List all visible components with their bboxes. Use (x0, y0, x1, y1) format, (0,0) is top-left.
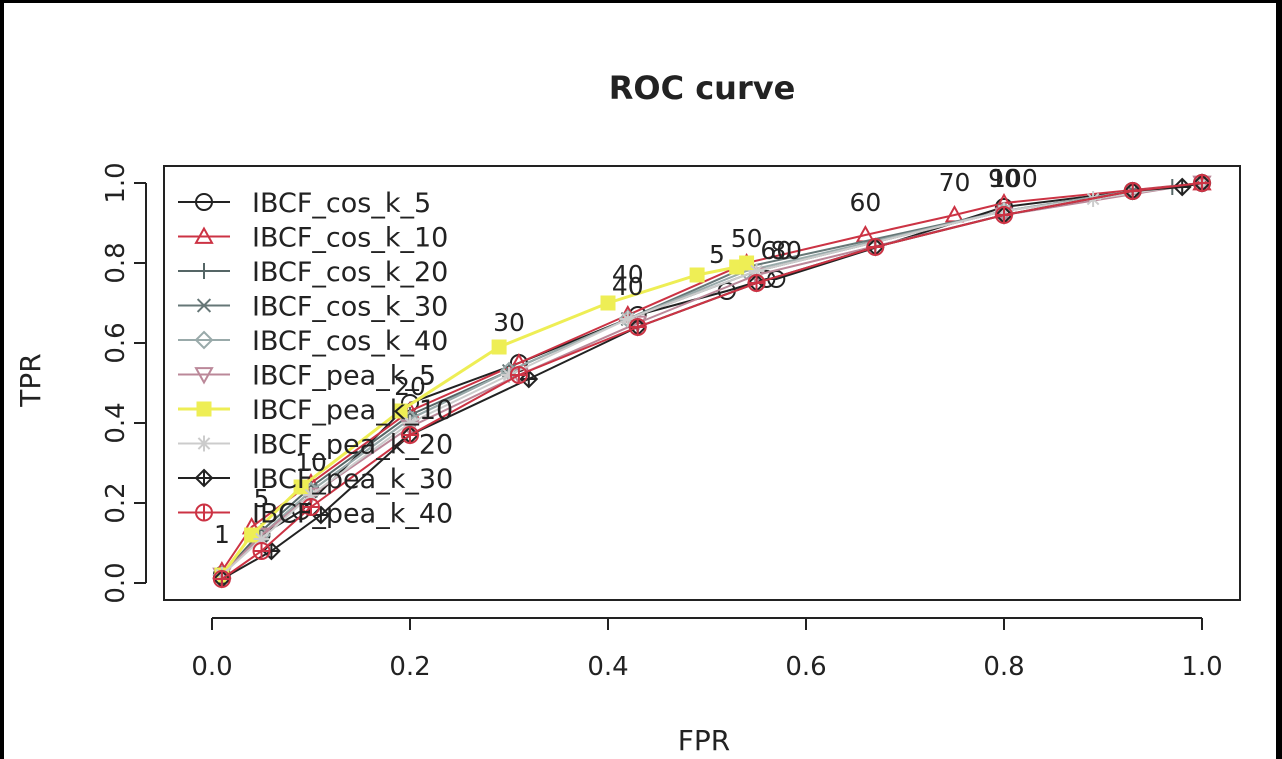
data-point-ibcf-pea-k-40-cross (867, 239, 884, 255)
point-label: 60 (849, 188, 881, 217)
y-tick-label: 0.0 (101, 562, 131, 603)
legend-marker-ibcf-cos-k-40 (194, 330, 214, 350)
data-point-ibcf-pea-k-40-cross (1124, 183, 1141, 199)
legend-entry-ibcf-pea-k-40: IBCF_pea_k_40 (178, 499, 453, 530)
data-point-ibcf-pea-k-40-cross (748, 275, 765, 291)
data-point-ibcf-pea-k-20 (619, 311, 636, 327)
x-tick-label: 0.0 (191, 652, 232, 682)
x-tick-label: 0.4 (587, 652, 628, 682)
y-axis-label: TPR (14, 353, 47, 407)
data-point-ibcf-pea-k-40-cross (510, 367, 527, 383)
point-label: 60 (760, 236, 792, 265)
legend-marker-ibcf-cos-k-10 (194, 226, 214, 244)
x-tick-label: 0.8 (983, 652, 1024, 682)
legend-label-ibcf-pea-k-30: IBCF_pea_k_30 (252, 464, 453, 495)
legend-label-ibcf-pea-k-5: IBCF_pea_k_5 (252, 361, 436, 392)
legend-marker-ibcf-pea-k-40-cross (196, 504, 212, 521)
point-label: 5 (709, 240, 725, 269)
legend-entry-ibcf-pea-k-10: IBCF_pea_k_10 (178, 395, 453, 426)
x-tick-label: 0.6 (785, 652, 826, 682)
data-point-ibcf-pea-k-40-cross (303, 499, 319, 515)
data-point-ibcf-pea-k-40-cross (253, 543, 270, 559)
legend-label-ibcf-cos-k-30: IBCF_cos_k_30 (252, 292, 448, 323)
series-layer (212, 172, 1212, 589)
point-label: 100 (990, 164, 1038, 193)
point-label: 50 (731, 224, 763, 253)
data-point-ibcf-pea-k-40-cross (213, 571, 230, 587)
point-label: 90 (988, 164, 1020, 193)
x-tick-label: 1.0 (1181, 652, 1222, 682)
series-ibcf-pea-k-40 (212, 174, 1211, 588)
legend-entry-ibcf-cos-k-20: IBCF_cos_k_20 (178, 257, 448, 288)
point-label: 30 (493, 308, 525, 337)
point-label: 1 (214, 520, 230, 549)
legend-entry-ibcf-pea-k-20: IBCF_pea_k_20 (178, 430, 453, 461)
legend-entry-ibcf-cos-k-10: IBCF_cos_k_10 (178, 223, 448, 254)
chart-title: ROC curve (609, 69, 796, 107)
point-label: 70 (939, 168, 971, 197)
plot-area-frame (163, 165, 1241, 601)
legend-label-ibcf-pea-k-10: IBCF_pea_k_10 (252, 395, 453, 426)
data-point-ibcf-pea-k-40-cross (996, 207, 1012, 223)
y-tick-label: 1.0 (101, 162, 131, 203)
data-point-ibcf-pea-k-10 (739, 255, 755, 271)
legend-marker-ibcf-cos-k-20 (196, 263, 212, 279)
data-point-ibcf-pea-k-30 (1172, 177, 1192, 197)
data-point-ibcf-pea-k-30 (519, 369, 539, 389)
y-tick-label: 0.6 (101, 322, 131, 363)
data-point-ibcf-pea-k-10 (689, 267, 705, 283)
roc-chart: ROC curve 0.0 0.2 0.4 0.6 0.8 1.0 0.00.20.40.… (14, 69, 1241, 757)
series-line-ibcf-pea-k-20 (221, 182, 1203, 576)
y-tick-label: 0.8 (101, 242, 131, 283)
legend-label-ibcf-cos-k-40: IBCF_cos_k_40 (252, 326, 448, 357)
legend-marker-ibcf-cos-k-30 (196, 298, 212, 313)
legend-entry-ibcf-cos-k-30: IBCF_cos_k_30 (178, 292, 448, 323)
legend-marker-ibcf-pea-k-5 (194, 367, 214, 385)
data-point-ibcf-pea-k-40-cross (1194, 175, 1210, 191)
point-label: 80 (770, 236, 802, 265)
point-label: 5 (254, 484, 270, 513)
legend-entry-ibcf-pea-k-30: IBCF_pea_k_30 (178, 464, 453, 495)
data-point-ibcf-pea-k-20 (402, 415, 418, 431)
legend-label-ibcf-cos-k-20: IBCF_cos_k_20 (252, 257, 448, 288)
point-label: 40 (612, 272, 644, 301)
data-point-ibcf-pea-k-40-cross (402, 427, 418, 443)
legend-marker-ibcf-pea-k-20 (196, 435, 212, 452)
legend-label-ibcf-pea-k-20: IBCF_pea_k_20 (252, 430, 453, 461)
data-point-ibcf-pea-k-10 (293, 479, 309, 495)
legend-marker-ibcf-pea-k-30 (194, 468, 214, 488)
series-line-ibcf-cos-k-40 (221, 182, 1203, 576)
data-point-ibcf-pea-k-20 (748, 263, 765, 279)
x-tick-label: 0.2 (389, 652, 430, 682)
y-axis: 0.0 0.2 0.4 0.6 0.8 1.0 (101, 162, 147, 604)
x-axis: 0.0 0.2 0.4 0.6 0.8 1.0 (191, 617, 1223, 682)
data-point-ibcf-pea-k-10 (392, 403, 408, 419)
point-label: 40 (612, 260, 644, 289)
data-point-ibcf-pea-k-40-cross (629, 319, 646, 335)
legend-label-ibcf-cos-k-5: IBCF_cos_k_5 (252, 188, 431, 219)
legend-entry-ibcf-pea-k-5: IBCF_pea_k_5 (178, 361, 436, 392)
legend-marker-ibcf-cos-k-5 (195, 193, 213, 211)
legend-label-ibcf-pea-k-40: IBCF_pea_k_40 (252, 499, 453, 530)
y-tick-label: 0.4 (101, 402, 131, 443)
point-label: 20 (394, 372, 426, 401)
data-point-ibcf-pea-k-20 (253, 531, 270, 547)
legend-entry-ibcf-cos-k-5: IBCF_cos_k_5 (178, 188, 431, 219)
legend-marker-ibcf-pea-k-10 (196, 401, 212, 417)
data-point-ibcf-pea-k-20 (501, 367, 517, 383)
legend-entry-ibcf-cos-k-40: IBCF_cos_k_40 (178, 326, 448, 357)
data-point-ibcf-pea-k-10 (491, 339, 507, 355)
x-axis-label: FPR (678, 724, 730, 757)
y-tick-label: 0.2 (101, 482, 131, 523)
data-point-ibcf-pea-k-10 (600, 295, 616, 311)
plot-canvas: ROC curve 0.0 0.2 0.4 0.6 0.8 1.0 0.0 0.2 0.4 0.… (4, 3, 1276, 759)
data-point-ibcf-pea-k-20 (303, 487, 319, 503)
legend-label-ibcf-cos-k-10: IBCF_cos_k_10 (252, 223, 448, 254)
point-label: 10 (295, 448, 327, 477)
